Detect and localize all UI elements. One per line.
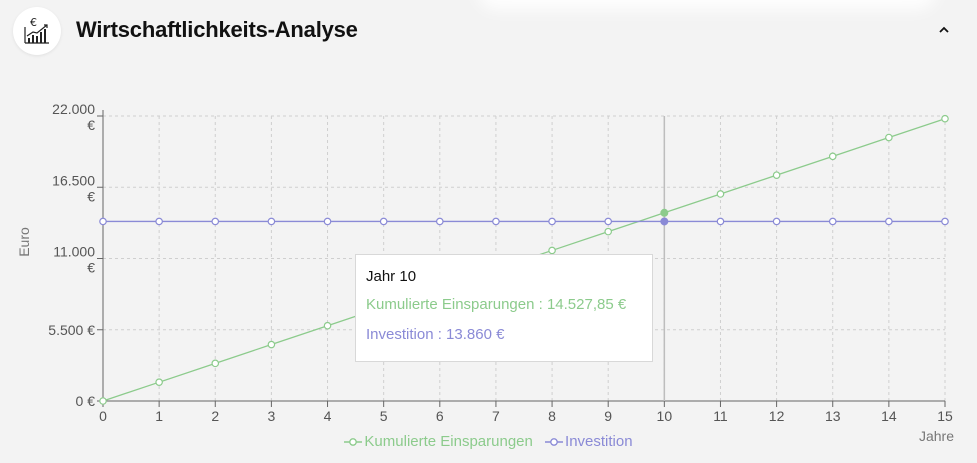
legend-label-investment: Investition: [565, 433, 633, 450]
chart-growth-icon: €: [13, 7, 61, 55]
data-point-0: [548, 246, 556, 255]
data-point-0: [941, 114, 949, 123]
legend-item-investment[interactable]: Investition: [545, 433, 633, 450]
legend-swatch-investment: [545, 437, 564, 446]
data-point-1: [267, 217, 276, 226]
data-point-0: [716, 190, 725, 198]
y-tick-label: 0 €: [76, 393, 96, 409]
x-tick-label: 1: [155, 408, 163, 424]
data-point-1: [155, 217, 163, 226]
data-point-0: [211, 359, 220, 368]
legend-label-savings: Kumulierte Einsparungen: [364, 433, 533, 450]
x-tick-label: 9: [604, 408, 612, 424]
data-point-0: [155, 378, 163, 386]
data-point-0: [267, 340, 276, 349]
x-tick-label: 2: [211, 408, 219, 424]
data-point-0: [828, 152, 837, 161]
legend-item-savings[interactable]: Kumulierte Einsparungen: [344, 433, 533, 450]
data-point-1: [660, 217, 669, 226]
x-tick-label: 11: [713, 408, 728, 424]
data-point-1: [211, 217, 220, 226]
data-point-1: [492, 217, 500, 226]
x-axis-title: Jahre: [919, 428, 954, 444]
svg-text:€: €: [30, 16, 37, 29]
x-tick-label: 7: [492, 408, 500, 424]
y-tick-label: 5.500 €: [48, 322, 95, 338]
header-bar: € Wirtschaftlichkeits-Analyse: [0, 0, 977, 64]
x-tick-label: 12: [769, 408, 785, 424]
chart-tooltip: Jahr 10 Kumulierte Einsparungen : 14.527…: [355, 254, 653, 362]
data-point-1: [716, 217, 725, 226]
legend-swatch-savings: [344, 437, 363, 446]
data-point-0: [772, 171, 781, 179]
chevron-up-icon[interactable]: [934, 20, 954, 40]
x-tick-label: 14: [881, 408, 897, 424]
y-tick-label: 11.000 €: [53, 244, 95, 276]
x-tick-label: 15: [937, 408, 953, 424]
x-tick-label: 6: [436, 408, 444, 424]
data-point-0: [660, 208, 669, 217]
x-tick-label: 10: [657, 408, 673, 424]
x-tick-label: 3: [268, 408, 276, 424]
page-title: Wirtschaftlichkeits-Analyse: [76, 17, 358, 42]
data-point-1: [941, 217, 949, 226]
x-tick-label: 13: [825, 408, 841, 424]
data-point-1: [99, 217, 107, 226]
data-point-0: [604, 227, 613, 236]
chart-legend: Kumulierte Einsparungen Investition: [0, 433, 977, 451]
x-tick-label: 8: [548, 408, 556, 424]
data-point-1: [323, 217, 332, 226]
y-tick-label: 22.000 €: [52, 101, 95, 133]
data-point-1: [604, 217, 613, 226]
data-point-1: [772, 217, 781, 226]
y-axis-title: Euro: [16, 227, 32, 257]
tooltip-title: Jahr 10: [366, 268, 417, 285]
data-point-1: [548, 217, 556, 226]
x-tick-label: 0: [99, 408, 107, 424]
x-tick-label: 4: [324, 408, 332, 424]
data-point-1: [435, 217, 444, 226]
data-point-1: [885, 217, 893, 226]
x-tick-label: 5: [380, 408, 388, 424]
data-point-0: [323, 321, 332, 330]
data-point-0: [99, 397, 107, 405]
tooltip-row-investment: Investition : 13.860 €: [366, 326, 505, 343]
y-tick-label: 16.500 €: [52, 172, 95, 204]
data-point-1: [379, 217, 388, 226]
data-point-1: [828, 217, 837, 226]
tooltip-row-savings: Kumulierte Einsparungen : 14.527,85 €: [366, 296, 627, 313]
data-point-0: [885, 133, 893, 142]
